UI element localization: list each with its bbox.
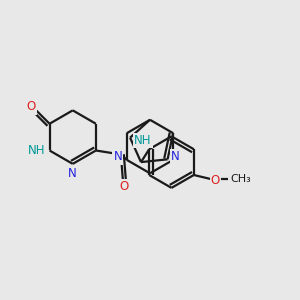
Text: NH: NH xyxy=(134,134,152,147)
Text: NH: NH xyxy=(28,144,45,157)
Text: O: O xyxy=(119,180,128,193)
Text: O: O xyxy=(26,100,35,113)
Text: CH₃: CH₃ xyxy=(230,174,251,184)
Text: N: N xyxy=(171,150,180,163)
Text: N: N xyxy=(68,167,77,180)
Text: O: O xyxy=(211,174,220,188)
Text: N: N xyxy=(113,150,122,164)
